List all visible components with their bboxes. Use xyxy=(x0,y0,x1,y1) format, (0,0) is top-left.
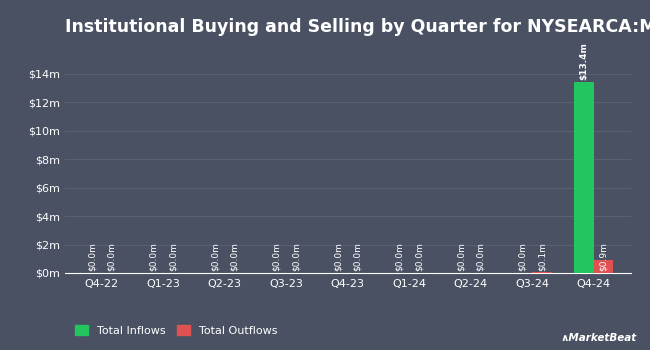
Text: $0.1m: $0.1m xyxy=(538,243,547,271)
Text: $0.0m: $0.0m xyxy=(88,243,97,271)
Text: $0.9m: $0.9m xyxy=(599,243,608,271)
Bar xyxy=(574,83,593,273)
Text: $0.0m: $0.0m xyxy=(107,243,116,271)
Text: $0.0m: $0.0m xyxy=(149,243,158,271)
Text: Institutional Buying and Selling by Quarter for NYSEARCA:MSTY: Institutional Buying and Selling by Quar… xyxy=(65,18,650,36)
Text: $0.0m: $0.0m xyxy=(333,243,343,271)
Text: $0.0m: $0.0m xyxy=(518,243,527,271)
Text: $0.0m: $0.0m xyxy=(415,243,424,271)
Bar xyxy=(532,272,552,273)
Text: $0.0m: $0.0m xyxy=(395,243,404,271)
Text: ∧MarketBeat: ∧MarketBeat xyxy=(561,333,637,343)
Text: $0.0m: $0.0m xyxy=(456,243,465,271)
Text: $0.0m: $0.0m xyxy=(292,243,300,271)
Text: $0.0m: $0.0m xyxy=(230,243,239,271)
Text: $0.0m: $0.0m xyxy=(476,243,485,271)
Bar xyxy=(593,260,614,273)
Text: $0.0m: $0.0m xyxy=(272,243,281,271)
Legend: Total Inflows, Total Outflows: Total Inflows, Total Outflows xyxy=(71,321,282,340)
Text: $0.0m: $0.0m xyxy=(353,243,362,271)
Text: $0.0m: $0.0m xyxy=(211,243,220,271)
Text: $0.0m: $0.0m xyxy=(169,243,177,271)
Text: $13.4m: $13.4m xyxy=(579,42,588,80)
